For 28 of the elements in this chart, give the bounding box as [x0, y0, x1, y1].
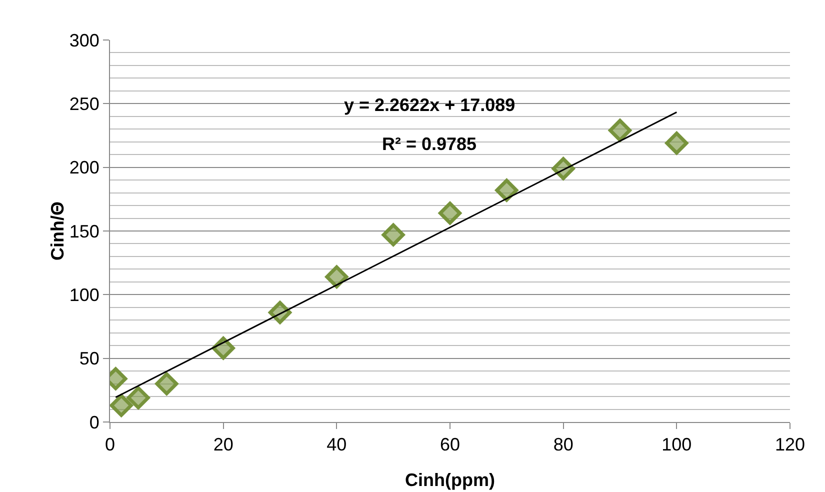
- x-tick-label: 0: [104, 434, 116, 455]
- y-tick-label: 250: [69, 94, 100, 114]
- point: [665, 132, 688, 155]
- x-tick-label: 20: [213, 434, 234, 455]
- point: [495, 178, 518, 202]
- point: [325, 265, 348, 288]
- y-tick-label: 50: [79, 348, 100, 369]
- point: [155, 372, 178, 396]
- point: [212, 336, 235, 360]
- y-tick-label: 150: [69, 221, 100, 242]
- x-tick-label: 40: [326, 434, 347, 455]
- y-axis-title: Cinh/Θ: [47, 202, 68, 260]
- y-tick-label: 0: [89, 412, 100, 432]
- x-tick-label: 100: [662, 434, 692, 455]
- x-tick-label: 60: [440, 434, 460, 455]
- point: [608, 118, 632, 142]
- annotation: R² = 0.9785: [382, 134, 477, 154]
- annotation: y = 2.2622x + 17.089: [344, 95, 516, 115]
- x-tick-label: 120: [774, 434, 806, 455]
- y-tick-label: 100: [69, 284, 100, 305]
- y-tick-label: 200: [69, 158, 100, 178]
- point: [110, 394, 133, 417]
- y-tick-label: 300: [69, 30, 100, 50]
- point: [126, 386, 150, 410]
- point: [382, 223, 405, 246]
- x-axis-title: Cinh(ppm): [405, 470, 495, 490]
- point: [438, 202, 462, 225]
- x-tick-label: 80: [553, 434, 574, 455]
